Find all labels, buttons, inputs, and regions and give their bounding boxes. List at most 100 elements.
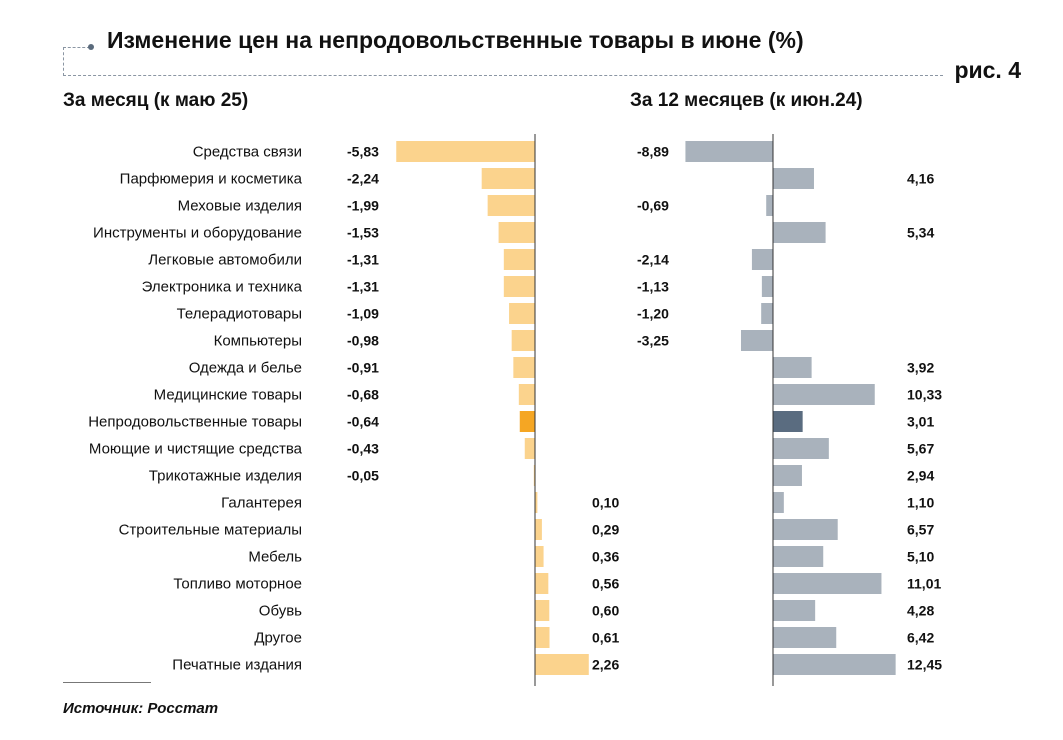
decorative-dot (88, 44, 94, 50)
annual-value-label-0: -8,89 (637, 144, 669, 160)
annual-value-label-15: 5,10 (907, 549, 934, 565)
monthly-category-label-9: Медицинские товары (154, 387, 302, 404)
annual-value-label-17: 4,28 (907, 603, 934, 619)
monthly-value-label-17: 0,60 (592, 603, 619, 619)
monthly-category-label-19: Печатные издания (172, 657, 302, 674)
annual-value-label-12: 2,94 (907, 468, 934, 484)
annual-bar-7 (740, 330, 773, 351)
monthly-value-label-13: 0,10 (592, 495, 619, 511)
monthly-bar-2 (487, 195, 535, 216)
annual-value-label-8: 3,92 (907, 360, 934, 376)
annual-bar-16 (773, 573, 882, 594)
annual-panel-title: За 12 месяцев (к июн.24) (630, 90, 863, 111)
monthly-category-label-0: Средства связи (193, 144, 302, 161)
monthly-value-label-4: -1,31 (347, 252, 379, 268)
source-note: Источник: Росстат (63, 700, 219, 717)
annual-value-label-4: -2,14 (637, 252, 669, 268)
annual-value-label-6: -1,20 (637, 306, 669, 322)
annual-value-label-10: 3,01 (907, 414, 934, 430)
monthly-value-label-2: -1,99 (347, 198, 379, 214)
monthly-category-label-17: Обувь (259, 603, 302, 620)
monthly-category-label-12: Трикотажные изделия (149, 468, 302, 485)
monthly-bar-8 (513, 357, 535, 378)
annual-value-label-19: 12,45 (907, 657, 942, 673)
monthly-bar-14 (535, 519, 542, 540)
monthly-value-label-3: -1,53 (347, 225, 379, 241)
monthly-category-label-4: Легковые автомобили (148, 252, 302, 269)
decorative-dashed-line-left (63, 47, 90, 76)
monthly-category-label-5: Электроника и техника (142, 279, 303, 296)
monthly-bar-11 (524, 438, 535, 459)
monthly-value-label-6: -1,09 (347, 306, 379, 322)
monthly-bar-5 (503, 276, 535, 297)
monthly-category-label-13: Галантерея (221, 495, 302, 512)
monthly-value-label-14: 0,29 (592, 522, 619, 538)
annual-bar-10 (773, 411, 803, 432)
monthly-bar-0 (396, 141, 535, 162)
monthly-bar-18 (535, 627, 550, 648)
monthly-category-label-18: Другое (254, 630, 302, 647)
annual-bar-4 (751, 249, 773, 270)
monthly-value-label-12: -0,05 (347, 468, 379, 484)
monthly-bar-10 (519, 411, 535, 432)
monthly-bar-15 (535, 546, 544, 567)
monthly-bar-7 (511, 330, 535, 351)
monthly-value-label-0: -5,83 (347, 144, 379, 160)
annual-bar-3 (773, 222, 826, 243)
source-divider (63, 682, 151, 683)
annual-bar-17 (773, 600, 816, 621)
monthly-bar-1 (481, 168, 535, 189)
monthly-bar-19 (535, 654, 589, 675)
annual-bar-11 (773, 438, 829, 459)
monthly-bar-16 (535, 573, 549, 594)
monthly-value-label-10: -0,64 (347, 414, 379, 430)
annual-value-label-9: 10,33 (907, 387, 942, 403)
annual-value-label-2: -0,69 (637, 198, 669, 214)
annual-bar-14 (773, 519, 838, 540)
monthly-category-label-14: Строительные материалы (119, 522, 302, 539)
monthly-category-label-2: Меховые изделия (178, 198, 302, 215)
monthly-bar-9 (518, 384, 535, 405)
monthly-value-label-1: -2,24 (347, 171, 379, 187)
monthly-value-label-8: -0,91 (347, 360, 379, 376)
annual-value-label-7: -3,25 (637, 333, 669, 349)
monthly-category-label-10: Непродовольственные товары (88, 414, 302, 431)
monthly-value-label-15: 0,36 (592, 549, 619, 565)
chart-title: Изменение цен на непродовольственные тов… (107, 27, 804, 53)
monthly-panel-title: За месяц (к маю 25) (63, 90, 249, 111)
annual-value-label-3: 5,34 (907, 225, 934, 241)
monthly-category-label-11: Моющие и чистящие средства (89, 441, 303, 458)
monthly-bar-6 (509, 303, 535, 324)
annual-value-label-16: 11,01 (907, 576, 941, 592)
monthly-category-label-1: Парфюмерия и косметика (120, 171, 303, 188)
monthly-bar-3 (498, 222, 535, 243)
annual-bar-8 (773, 357, 812, 378)
monthly-value-label-11: -0,43 (347, 441, 379, 457)
annual-value-label-14: 6,57 (907, 522, 934, 538)
monthly-category-label-7: Компьютеры (214, 333, 302, 350)
annual-value-label-1: 4,16 (907, 171, 934, 187)
monthly-value-label-19: 2,26 (592, 657, 619, 673)
annual-bar-6 (761, 303, 773, 324)
figure-label: рис. 4 (954, 57, 1021, 83)
annual-value-label-11: 5,67 (907, 441, 934, 457)
monthly-category-label-8: Одежда и белье (189, 360, 302, 377)
annual-bar-1 (773, 168, 814, 189)
monthly-value-label-18: 0,61 (592, 630, 619, 646)
annual-bar-5 (761, 276, 773, 297)
monthly-category-label-3: Инструменты и оборудование (93, 225, 302, 242)
monthly-value-label-5: -1,31 (347, 279, 379, 295)
monthly-bar-13 (535, 492, 538, 513)
annual-bar-19 (773, 654, 896, 675)
annual-value-label-5: -1,13 (637, 279, 669, 295)
annual-bar-12 (773, 465, 802, 486)
annual-bar-2 (766, 195, 773, 216)
monthly-bar-4 (503, 249, 535, 270)
monthly-bar-17 (535, 600, 550, 621)
monthly-bar-12 (533, 465, 535, 486)
monthly-category-label-16: Топливо моторное (173, 576, 302, 593)
monthly-category-label-6: Телерадиотовары (177, 306, 302, 323)
annual-bar-9 (773, 384, 875, 405)
annual-bar-18 (773, 627, 837, 648)
